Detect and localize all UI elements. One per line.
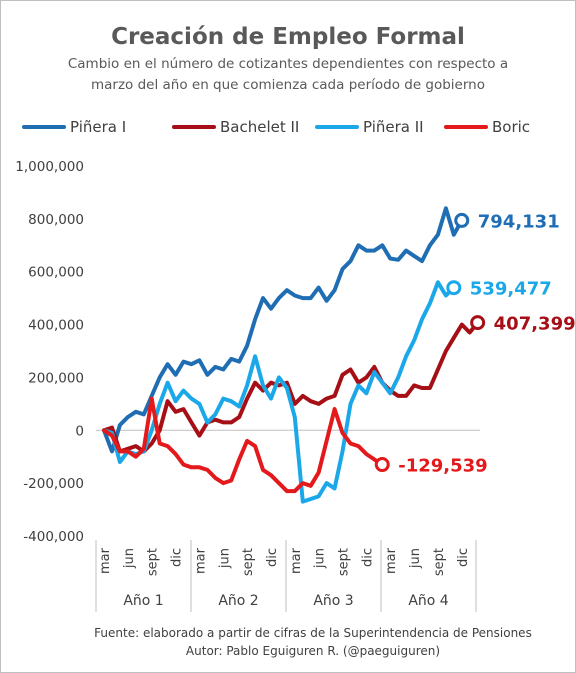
end-marker-boric <box>374 457 390 473</box>
legend-label-bachelet-ii: Bachelet II <box>220 118 299 136</box>
x-tick-label: sept <box>337 548 352 576</box>
chart-subtitle-line-1: Cambio en el número de cotizantes depend… <box>68 56 508 72</box>
y-tick-label: 0 <box>75 423 84 439</box>
end-value-label-pinera-i: 794,131 <box>478 211 560 232</box>
y-tick-label: -200,000 <box>23 476 84 492</box>
x-tick-label: jun <box>122 548 137 569</box>
chart-title: Creación de Empleo Formal <box>111 24 465 50</box>
series-line-pinera-i <box>102 206 464 454</box>
x-tick-label: dic <box>170 548 185 567</box>
x-tick-label: jun <box>408 548 423 569</box>
y-tick-label: 200,000 <box>28 370 84 386</box>
series-line-pinera-ii <box>102 280 456 504</box>
y-tick-label: 600,000 <box>28 265 84 281</box>
end-marker-bachelet-ii <box>470 315 486 331</box>
y-tick-label: 400,000 <box>28 318 84 334</box>
legend-label-boric: Boric <box>492 118 530 136</box>
footer-source: Fuente: elaborado a partir de cifras de … <box>94 626 532 640</box>
chart-subtitle-line-2: marzo del año en que comienza cada perío… <box>91 77 485 93</box>
x-tick-label: mar <box>289 547 304 574</box>
x-tick-label: jun <box>313 548 328 569</box>
end-marker-pinera-ii <box>446 280 462 296</box>
series-line-bachelet-ii <box>102 320 480 454</box>
x-tick-label: sept <box>146 548 161 576</box>
y-tick-label: -400,000 <box>23 529 84 545</box>
x-tick-label: jun <box>217 548 232 569</box>
end-value-label-pinera-ii: 539,477 <box>470 279 552 300</box>
x-tick-label: dic <box>456 548 471 567</box>
group-label: Año 2 <box>218 593 258 609</box>
x-tick-label: mar <box>193 547 208 574</box>
legend-label-pinera-i: Piñera I <box>70 118 126 136</box>
x-tick-label: sept <box>432 548 447 576</box>
series-lines <box>102 206 480 504</box>
group-label: Año 4 <box>408 593 448 609</box>
series-line-boric <box>102 396 385 494</box>
end-value-label-bachelet-ii: 407,399 <box>494 314 576 335</box>
end-marker-pinera-i <box>454 212 470 228</box>
x-tick-label: mar <box>98 547 113 574</box>
x-tick-label: sept <box>241 548 256 576</box>
end-value-label-boric: -129,539 <box>398 456 487 477</box>
x-tick-label: dic <box>265 548 280 567</box>
end-labels: 794,131 407,399 539,477 -129,539 <box>374 211 576 477</box>
x-tick-label: mar <box>384 547 399 574</box>
footer-author: Autor: Pablo Eguiguren R. (@paeguiguren) <box>186 644 440 658</box>
group-label: Año 3 <box>313 593 353 609</box>
y-tick-label: 1,000,000 <box>15 159 84 175</box>
group-label: Año 1 <box>123 593 163 609</box>
y-tick-label: 800,000 <box>28 212 84 228</box>
legend-label-pinera-ii: Piñera II <box>363 118 424 136</box>
legend: Piñera I Bachelet II Piñera II Boric <box>22 118 530 136</box>
x-tick-label: dic <box>360 548 375 567</box>
